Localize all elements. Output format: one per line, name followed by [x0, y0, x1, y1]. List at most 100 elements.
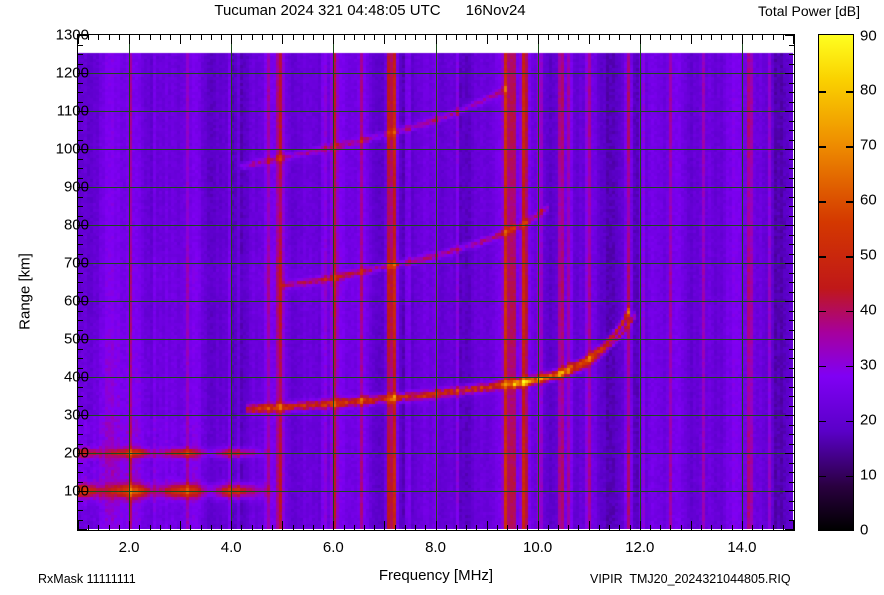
- y-tick-right: [789, 444, 794, 445]
- x-tick-top: [425, 35, 426, 40]
- y-tick: [78, 377, 87, 378]
- x-tick-label: 2.0: [118, 539, 140, 556]
- y-tick: [78, 501, 83, 502]
- y-tick-right: [785, 225, 794, 226]
- y-tick: [78, 453, 87, 454]
- colorbar-tick: [846, 91, 853, 93]
- y-tick: [78, 330, 83, 331]
- colorbar-tick: [819, 256, 826, 258]
- x-tick-top: [201, 35, 202, 40]
- y-tick-right: [789, 311, 794, 312]
- x-tick: [446, 525, 447, 530]
- x-tick: [282, 521, 283, 530]
- x-tick-top: [660, 35, 661, 40]
- x-tick: [98, 525, 99, 530]
- x-tick-label: 10.0: [523, 539, 553, 556]
- y-tick-right: [789, 45, 794, 46]
- y-tick-right: [785, 111, 794, 112]
- x-tick: [364, 525, 365, 530]
- colorbar: [818, 34, 854, 531]
- gridline-horizontal: [78, 149, 794, 150]
- y-tick: [78, 425, 83, 426]
- x-tick: [221, 525, 222, 530]
- y-tick: [78, 311, 83, 312]
- x-tick-top: [190, 35, 191, 40]
- y-tick-right: [785, 301, 794, 302]
- y-tick-right: [785, 453, 794, 454]
- x-tick: [78, 521, 79, 530]
- x-tick: [507, 525, 508, 530]
- x-tick-top: [415, 35, 416, 40]
- y-tick: [78, 235, 83, 236]
- y-tick: [78, 92, 83, 93]
- x-tick: [333, 521, 334, 530]
- y-tick: [78, 520, 83, 521]
- y-tick: [78, 273, 83, 274]
- x-tick-top: [252, 35, 253, 40]
- x-tick: [88, 525, 89, 530]
- x-tick: [405, 525, 406, 530]
- x-tick: [170, 525, 171, 530]
- x-tick: [732, 525, 733, 530]
- gridline-horizontal: [78, 339, 794, 340]
- x-tick-top: [313, 35, 314, 40]
- x-tick-top: [609, 35, 610, 40]
- x-tick: [109, 525, 110, 530]
- x-tick-top: [517, 35, 518, 40]
- colorbar-tick: [819, 475, 826, 478]
- x-tick: [538, 521, 539, 530]
- y-tick-right: [789, 406, 794, 407]
- x-tick-top: [139, 35, 140, 40]
- y-tick-right: [789, 159, 794, 160]
- colorbar-tick: [846, 420, 853, 423]
- x-tick-top: [681, 35, 682, 40]
- y-tick: [78, 64, 83, 65]
- y-tick-right: [789, 92, 794, 93]
- y-tick: [78, 45, 83, 46]
- y-tick: [78, 349, 83, 350]
- y-tick: [78, 463, 83, 464]
- x-tick: [640, 521, 641, 530]
- colorbar-tick-label: 40: [860, 301, 877, 319]
- y-tick: [78, 35, 87, 36]
- x-tick: [578, 525, 579, 530]
- y-tick: [78, 491, 87, 492]
- colorbar-tick-label: 60: [860, 191, 877, 209]
- x-tick-top: [701, 35, 702, 40]
- y-tick-right: [789, 64, 794, 65]
- x-tick-top: [527, 35, 528, 40]
- x-tick-top: [691, 35, 692, 44]
- y-tick: [78, 444, 83, 445]
- y-tick: [78, 510, 83, 511]
- gridline-vertical: [129, 35, 130, 530]
- x-tick-top: [783, 35, 784, 40]
- y-tick-right: [789, 396, 794, 397]
- x-tick: [660, 525, 661, 530]
- y-tick: [78, 406, 83, 407]
- y-tick: [78, 159, 83, 160]
- x-tick: [190, 525, 191, 530]
- y-tick-right: [785, 187, 794, 188]
- x-tick-top: [405, 35, 406, 40]
- x-tick: [354, 525, 355, 530]
- gridline-horizontal: [78, 73, 794, 74]
- x-tick: [180, 521, 181, 530]
- ionogram-plot-area[interactable]: [77, 34, 795, 531]
- y-tick-label: 1100: [56, 102, 89, 120]
- x-tick: [497, 525, 498, 530]
- x-tick-label: 4.0: [220, 539, 242, 556]
- x-tick-top: [599, 35, 600, 40]
- x-tick: [517, 525, 518, 530]
- colorbar-tick-label: 80: [860, 81, 877, 99]
- y-tick-label: 500: [63, 330, 89, 348]
- y-tick-right: [789, 121, 794, 122]
- y-tick: [78, 320, 83, 321]
- y-tick-right: [789, 349, 794, 350]
- x-tick-top: [98, 35, 99, 40]
- y-tick-right: [785, 415, 794, 416]
- y-tick-right: [789, 472, 794, 473]
- x-tick: [293, 525, 294, 530]
- gridline-vertical: [231, 35, 232, 530]
- x-tick-top: [793, 35, 794, 44]
